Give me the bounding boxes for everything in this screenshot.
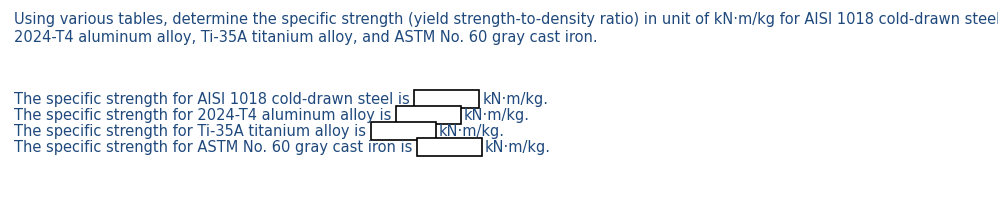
- Text: kN·m/kg.: kN·m/kg.: [439, 124, 505, 139]
- Bar: [396, 107, 461, 124]
- Text: The specific strength for Ti-35A titanium alloy is: The specific strength for Ti-35A titaniu…: [14, 124, 370, 139]
- Text: kN·m/kg.: kN·m/kg.: [464, 108, 530, 123]
- Text: The specific strength for ASTM No. 60 gray cast iron is: The specific strength for ASTM No. 60 gr…: [14, 140, 417, 155]
- Text: The specific strength for 2024-T4 aluminum alloy is: The specific strength for 2024-T4 alumin…: [14, 108, 396, 123]
- Text: 2024-T4 aluminum alloy, Ti-35A titanium alloy, and ASTM No. 60 gray cast iron.: 2024-T4 aluminum alloy, Ti-35A titanium …: [14, 30, 598, 45]
- Text: kN·m/kg.: kN·m/kg.: [485, 140, 551, 155]
- Text: The specific strength for AISI 1018 cold-drawn steel is: The specific strength for AISI 1018 cold…: [14, 92, 414, 107]
- Bar: [417, 138, 482, 156]
- Bar: [370, 122, 435, 140]
- Text: Using various tables, determine the specific strength (yield strength-to-density: Using various tables, determine the spec…: [14, 12, 998, 27]
- Text: kN·m/kg.: kN·m/kg.: [482, 92, 548, 107]
- Bar: [414, 91, 479, 109]
